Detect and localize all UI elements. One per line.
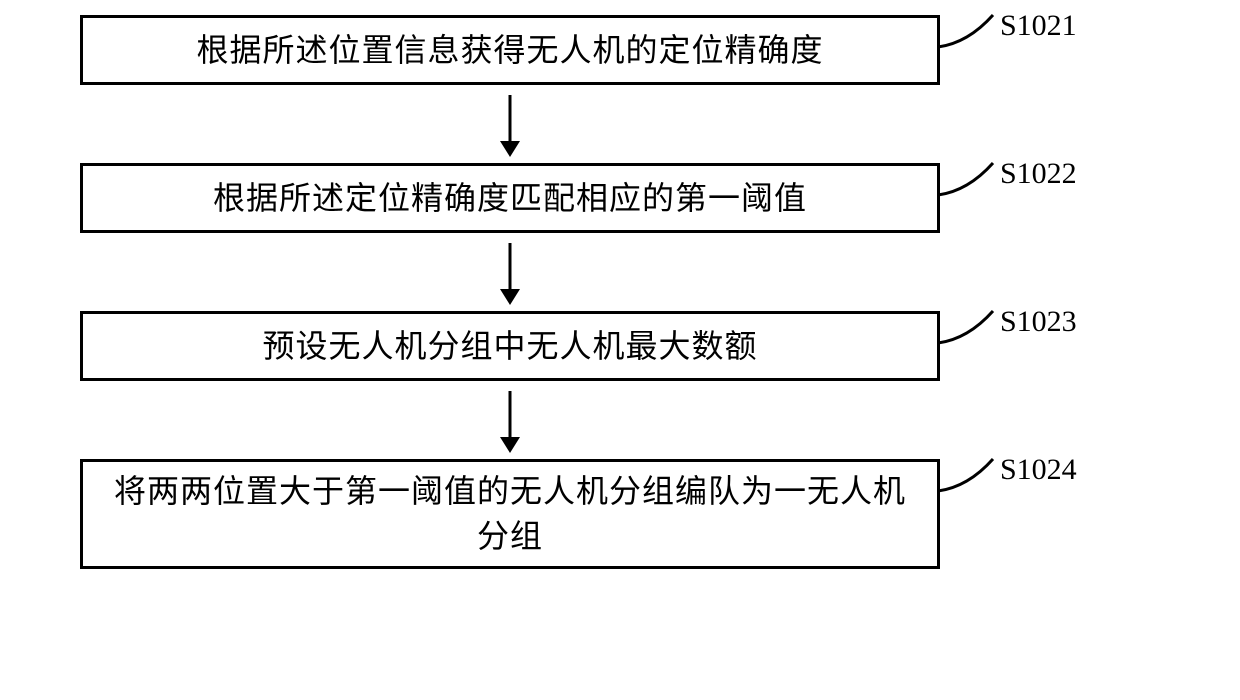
step-text: 将两两位置大于第一阈值的无人机分组编队为一无人机分组 bbox=[103, 469, 917, 559]
step-text: 根据所述位置信息获得无人机的定位精确度 bbox=[196, 28, 823, 73]
flowchart-step: 将两两位置大于第一阈值的无人机分组编队为一无人机分组 S1024 bbox=[80, 459, 1160, 569]
flowchart-step: 预设无人机分组中无人机最大数额 S1023 bbox=[80, 311, 1160, 381]
bracket-icon bbox=[938, 161, 1008, 201]
flowchart-step: 根据所述位置信息获得无人机的定位精确度 S1021 bbox=[80, 15, 1160, 85]
step-text: 根据所述定位精确度匹配相应的第一阈值 bbox=[213, 176, 807, 221]
step-id-label: S1021 bbox=[1000, 9, 1077, 43]
flowchart-container: 根据所述位置信息获得无人机的定位精确度 S1021 根据所述定位精确度匹配相应的… bbox=[80, 15, 1160, 569]
step-id-label: S1024 bbox=[1000, 453, 1077, 487]
step-box: 预设无人机分组中无人机最大数额 bbox=[80, 311, 940, 381]
flowchart-step: 根据所述定位精确度匹配相应的第一阈值 S1022 bbox=[80, 163, 1160, 233]
arrow-wrap bbox=[80, 381, 940, 459]
step-box: 根据所述位置信息获得无人机的定位精确度 bbox=[80, 15, 940, 85]
step-id-label: S1022 bbox=[1000, 157, 1077, 191]
arrow-down-icon bbox=[490, 391, 530, 453]
bracket-icon bbox=[938, 13, 1008, 53]
arrow-down-icon bbox=[490, 243, 530, 305]
arrow-down-icon bbox=[490, 95, 530, 157]
arrow-wrap bbox=[80, 233, 940, 311]
arrow-wrap bbox=[80, 85, 940, 163]
step-box: 根据所述定位精确度匹配相应的第一阈值 bbox=[80, 163, 940, 233]
bracket-icon bbox=[938, 457, 1008, 497]
step-box: 将两两位置大于第一阈值的无人机分组编队为一无人机分组 bbox=[80, 459, 940, 569]
step-id-label: S1023 bbox=[1000, 305, 1077, 339]
step-text: 预设无人机分组中无人机最大数额 bbox=[262, 324, 757, 369]
bracket-icon bbox=[938, 309, 1008, 349]
